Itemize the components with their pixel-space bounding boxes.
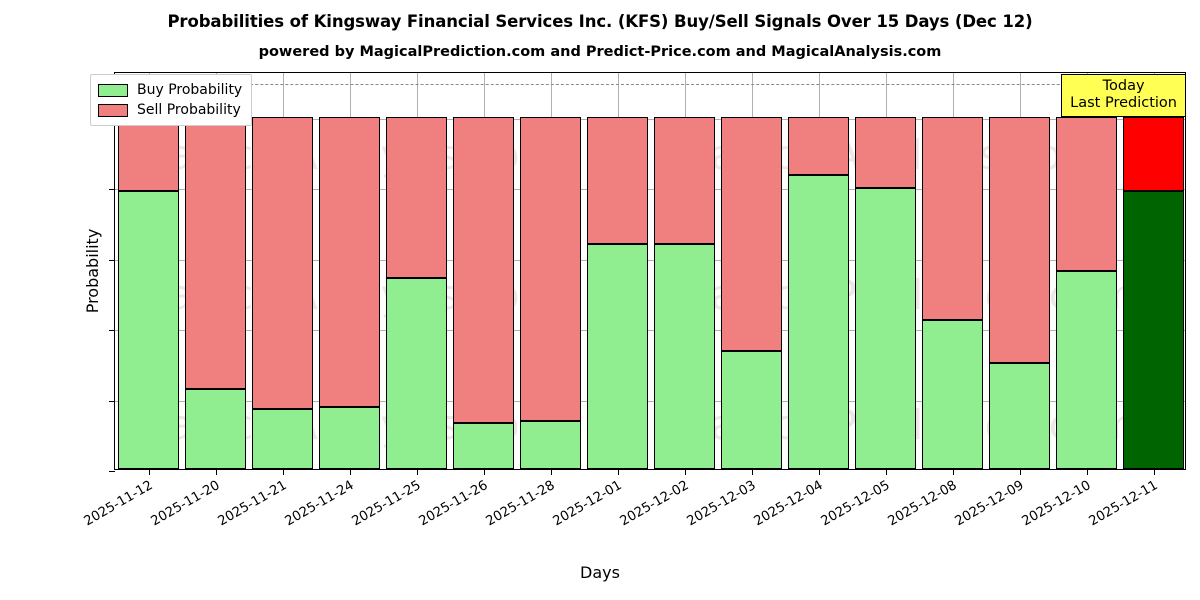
chart-title: Probabilities of Kingsway Financial Serv… xyxy=(167,12,1033,31)
bar-segment-buy[interactable] xyxy=(118,190,179,469)
y-gridline xyxy=(115,400,1185,402)
bar-group[interactable] xyxy=(118,73,179,469)
bar-segment-buy[interactable] xyxy=(654,243,715,469)
y-gridline xyxy=(115,330,1185,332)
x-axis-tick-mark xyxy=(215,469,217,475)
bar-segment-sell[interactable] xyxy=(654,116,715,244)
x-axis-tick-mark xyxy=(416,469,418,475)
bar-segment-buy[interactable] xyxy=(252,409,313,469)
x-axis-tick-mark xyxy=(684,469,686,475)
bar-segment-buy[interactable] xyxy=(721,351,782,469)
plot-inner: MagicalAnalysis.comMagicalAnalysis.comMa… xyxy=(115,73,1185,469)
chart-subtitle: powered by MagicalPrediction.com and Pre… xyxy=(258,44,942,60)
bar-segment-buy[interactable] xyxy=(1123,190,1184,469)
y-axis-tick-mark xyxy=(109,189,115,191)
x-axis-tick-mark xyxy=(1153,469,1155,475)
bar-segment-buy[interactable] xyxy=(788,175,849,469)
bar-segment-sell[interactable] xyxy=(118,116,179,191)
bar-segment-buy[interactable] xyxy=(319,406,380,469)
x-axis-tick-mark xyxy=(751,469,753,475)
bar-group[interactable] xyxy=(922,73,983,469)
bar-group[interactable] xyxy=(721,73,782,469)
x-axis-tick-mark xyxy=(1086,469,1088,475)
bar-segment-sell[interactable] xyxy=(386,116,447,279)
bar-segment-buy[interactable] xyxy=(989,362,1050,469)
x-axis-tick-mark xyxy=(617,469,619,475)
chart-legend: Buy Probability Sell Probability xyxy=(90,74,253,126)
reference-line xyxy=(115,83,1185,85)
legend-label-buy: Buy Probability xyxy=(137,82,243,98)
bar-group[interactable] xyxy=(185,73,246,469)
bar-segment-sell[interactable] xyxy=(788,116,849,176)
x-axis-tick-mark xyxy=(1019,469,1021,475)
bar-segment-sell[interactable] xyxy=(453,116,514,424)
bar-group[interactable] xyxy=(855,73,916,469)
bar-group[interactable] xyxy=(989,73,1050,469)
legend-swatch-sell-icon xyxy=(98,103,128,117)
bar-segment-sell[interactable] xyxy=(587,116,648,244)
bar-segment-sell[interactable] xyxy=(721,116,782,352)
bar-segment-sell[interactable] xyxy=(185,116,246,390)
x-axis-tick-mark xyxy=(885,469,887,475)
y-axis-tick-mark xyxy=(109,471,115,473)
today-annotation-line1: Today xyxy=(1102,78,1145,94)
bar-segment-sell[interactable] xyxy=(319,116,380,407)
bar-segment-buy[interactable] xyxy=(587,243,648,469)
bar-segment-buy[interactable] xyxy=(520,421,581,469)
bar-segment-sell[interactable] xyxy=(1056,116,1117,272)
legend-item-buy: Buy Probability xyxy=(98,80,242,100)
bar-segment-buy[interactable] xyxy=(185,389,246,469)
plot-area: MagicalAnalysis.comMagicalAnalysis.comMa… xyxy=(83,72,1186,475)
x-axis-tick-mark xyxy=(483,469,485,475)
bar-segment-buy[interactable] xyxy=(855,188,916,469)
bar-segment-buy[interactable] xyxy=(1056,271,1117,469)
bar-segment-buy[interactable] xyxy=(453,423,514,469)
bar-group[interactable] xyxy=(453,73,514,469)
bar-segment-sell[interactable] xyxy=(989,116,1050,363)
bar-group[interactable] xyxy=(788,73,849,469)
bar-segment-sell[interactable] xyxy=(855,116,916,189)
y-axis-tick-mark xyxy=(109,400,115,402)
y-axis-tick-mark xyxy=(109,330,115,332)
today-annotation: Today Last Prediction xyxy=(1061,74,1186,118)
y-axis-label: Probability xyxy=(82,228,102,314)
x-axis-tick-mark xyxy=(148,469,150,475)
y-gridline xyxy=(115,189,1185,191)
legend-item-sell: Sell Probability xyxy=(98,100,242,120)
bar-group[interactable] xyxy=(520,73,581,469)
x-axis-tick-mark xyxy=(282,469,284,475)
bar-group[interactable] xyxy=(252,73,313,469)
legend-swatch-buy-icon xyxy=(98,83,128,97)
legend-label-sell: Sell Probability xyxy=(137,102,241,118)
x-axis-tick-mark xyxy=(550,469,552,475)
bar-segment-buy[interactable] xyxy=(386,278,447,469)
bar-group[interactable] xyxy=(654,73,715,469)
bar-segment-sell[interactable] xyxy=(1123,116,1184,191)
bar-segment-sell[interactable] xyxy=(252,116,313,410)
bar-group[interactable] xyxy=(587,73,648,469)
bar-group[interactable] xyxy=(386,73,447,469)
today-annotation-line2: Last Prediction xyxy=(1070,95,1177,112)
y-gridline xyxy=(115,259,1185,261)
x-axis-label: Days xyxy=(580,563,620,582)
bar-group[interactable] xyxy=(319,73,380,469)
y-gridline xyxy=(115,118,1185,120)
bar-segment-sell[interactable] xyxy=(922,116,983,321)
x-axis-tick-mark xyxy=(818,469,820,475)
bar-segment-buy[interactable] xyxy=(922,320,983,469)
bar-segment-sell[interactable] xyxy=(520,116,581,422)
bar-group[interactable] xyxy=(1056,73,1117,469)
x-axis-tick-mark xyxy=(952,469,954,475)
y-axis-tick-mark xyxy=(109,259,115,261)
bar-group[interactable] xyxy=(1123,73,1184,469)
x-axis-tick-mark xyxy=(349,469,351,475)
